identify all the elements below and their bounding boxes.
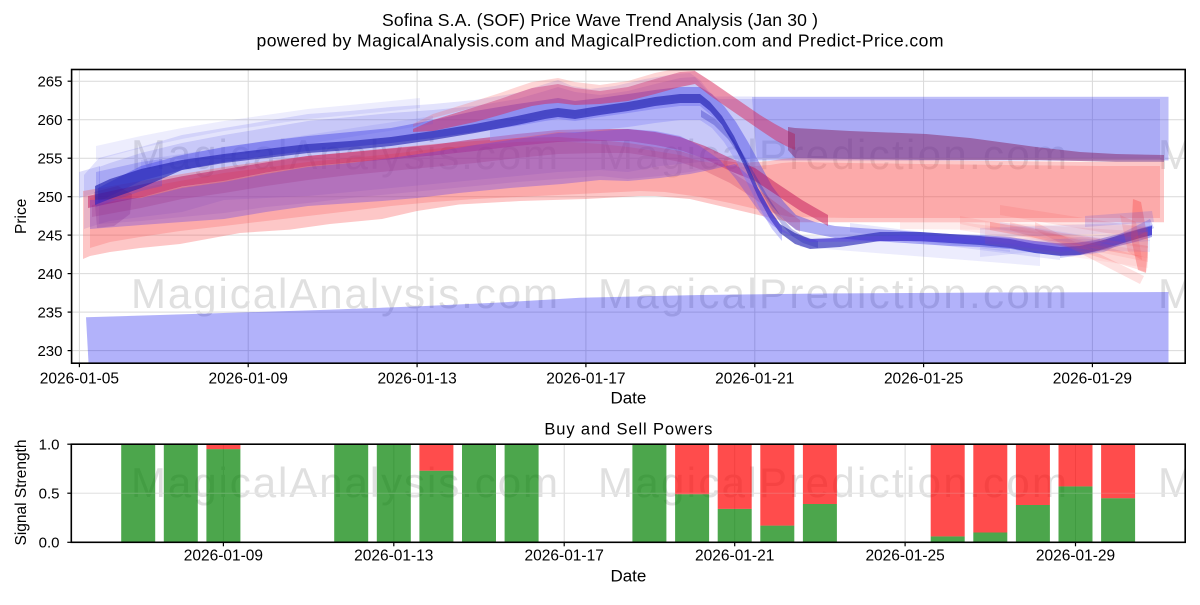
svg-text:2026-01-25: 2026-01-25	[884, 371, 963, 388]
svg-text:Date: Date	[610, 389, 646, 408]
svg-text:MagicalPrediction.com: MagicalPrediction.com	[598, 270, 1067, 317]
svg-text:Mag: Mag	[1158, 131, 1200, 178]
svg-text:2026-01-21: 2026-01-21	[715, 371, 794, 388]
svg-text:2026-01-09: 2026-01-09	[209, 371, 288, 388]
svg-text:2026-01-13: 2026-01-13	[377, 371, 456, 388]
svg-text:2026-01-29: 2026-01-29	[1053, 371, 1132, 388]
svg-text:240: 240	[37, 266, 62, 283]
svg-text:260: 260	[37, 112, 62, 129]
svg-text:265: 265	[37, 73, 62, 90]
svg-text:245: 245	[37, 227, 62, 244]
svg-text:0.0: 0.0	[39, 535, 60, 552]
svg-text:Signal Strength: Signal Strength	[13, 440, 30, 546]
svg-text:2026-01-25: 2026-01-25	[865, 547, 944, 564]
svg-text:powered by MagicalAnalysis.com: powered by MagicalAnalysis.com and Magic…	[257, 31, 944, 51]
svg-text:Buy and Sell Powers: Buy and Sell Powers	[544, 421, 712, 439]
svg-text:2026-01-05: 2026-01-05	[40, 371, 119, 388]
svg-text:0.5: 0.5	[39, 485, 60, 502]
svg-text:Date: Date	[610, 567, 646, 586]
svg-text:235: 235	[37, 304, 62, 321]
svg-text:Mag: Mag	[1158, 459, 1200, 506]
svg-text:Mag: Mag	[1158, 270, 1200, 317]
svg-text:2026-01-29: 2026-01-29	[1036, 547, 1115, 564]
svg-text:255: 255	[37, 150, 62, 167]
svg-text:1.0: 1.0	[39, 436, 60, 453]
svg-text:MagicalAnalysis.com: MagicalAnalysis.com	[131, 131, 558, 178]
svg-text:2026-01-21: 2026-01-21	[695, 547, 774, 564]
svg-text:Sofina S.A. (SOF) Price Wave T: Sofina S.A. (SOF) Price Wave Trend Analy…	[382, 10, 818, 30]
svg-text:MagicalAnalysis.com: MagicalAnalysis.com	[131, 270, 558, 317]
svg-text:230: 230	[37, 343, 62, 360]
svg-text:250: 250	[37, 189, 62, 206]
svg-text:2026-01-09: 2026-01-09	[184, 547, 263, 564]
svg-text:Price: Price	[13, 199, 30, 234]
svg-text:2026-01-13: 2026-01-13	[354, 547, 433, 564]
svg-text:2026-01-17: 2026-01-17	[525, 547, 604, 564]
svg-text:2026-01-17: 2026-01-17	[546, 371, 625, 388]
